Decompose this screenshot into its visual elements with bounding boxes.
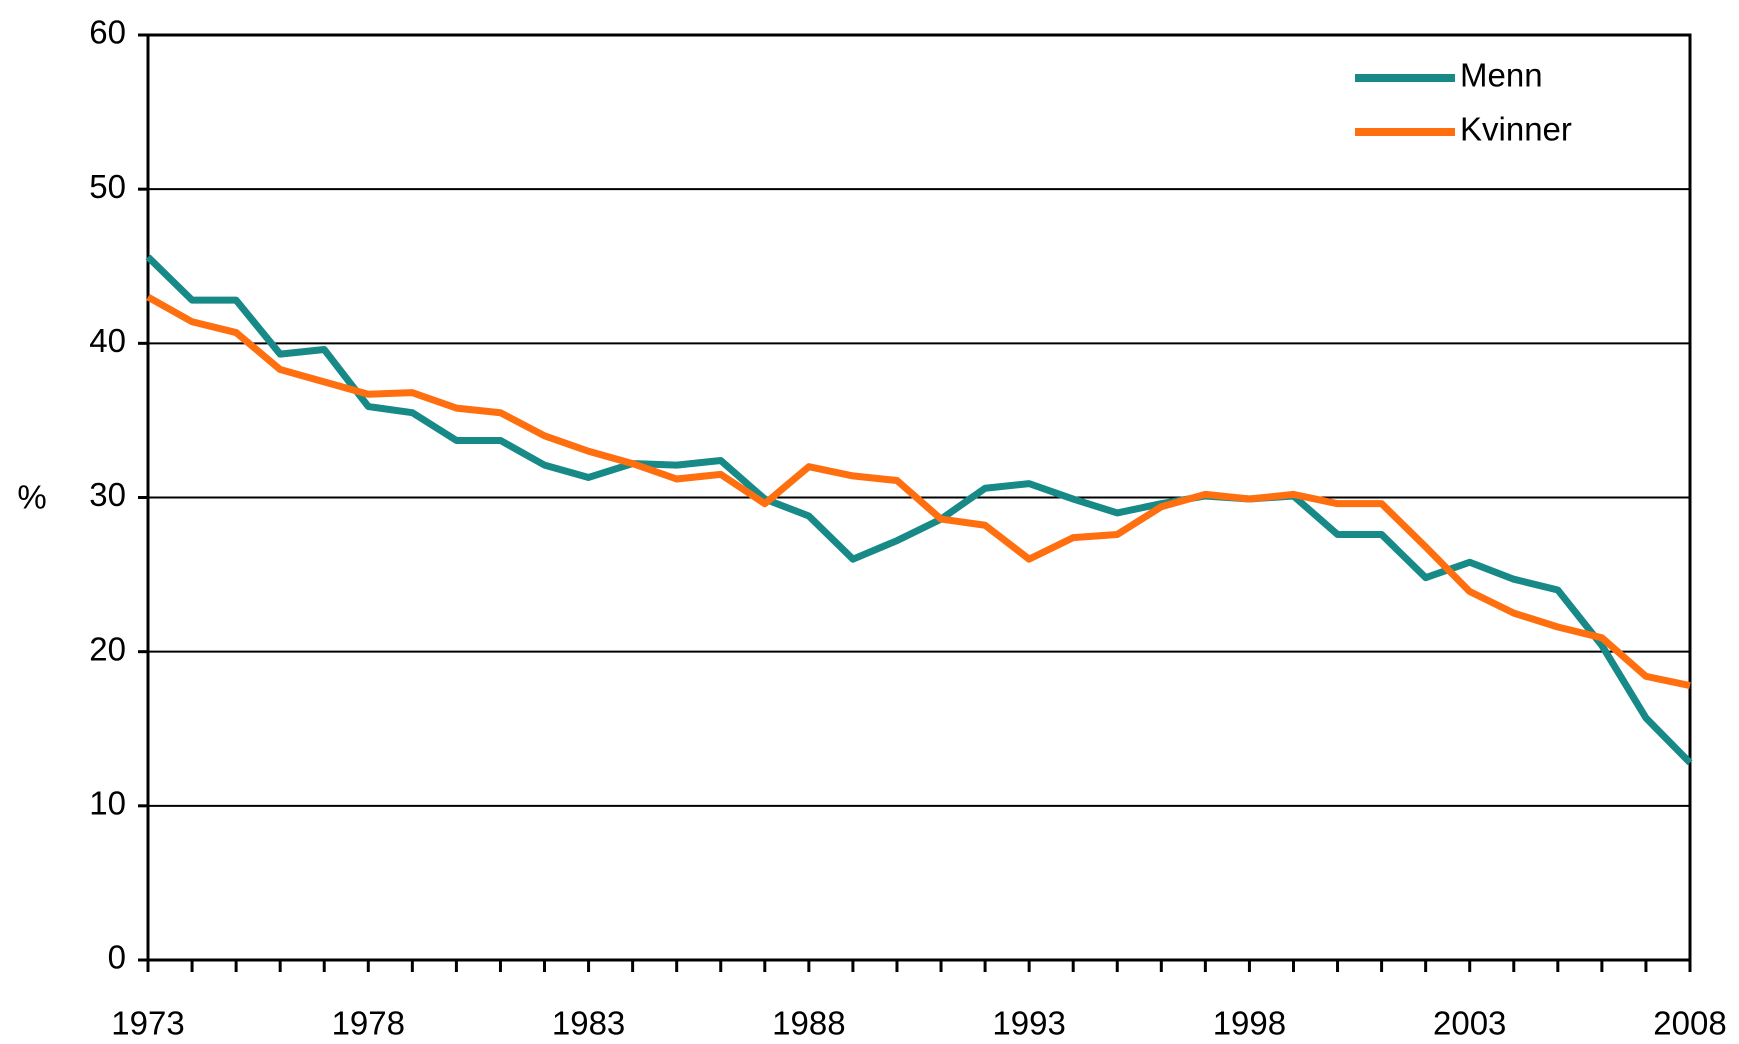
y-tick-label: 60 [89,14,126,51]
x-tick-label: 2008 [1653,1005,1726,1042]
x-tick-label: 1983 [552,1005,625,1042]
x-tick-label: 1993 [992,1005,1065,1042]
legend-label: Kvinner [1460,111,1572,148]
y-tick-label: 40 [89,322,126,359]
x-tick-label: 1973 [111,1005,184,1042]
y-tick-label: 30 [89,476,126,513]
line [146,294,1691,690]
y-tick-label: 50 [89,168,126,205]
y-tick-label: 10 [89,785,126,822]
legend-label: Menn [1460,57,1543,94]
plot-frame [146,33,1692,962]
y-axis-label: % [17,479,46,516]
x-tick-label: 1998 [1213,1005,1286,1042]
x-tick-label: 2003 [1433,1005,1506,1042]
y-tick-label: 20 [89,630,126,667]
y-tick-label: 0 [108,939,126,976]
x-tick-label: 1978 [332,1005,405,1042]
x-tick-label: 1988 [772,1005,845,1042]
line [145,254,1693,766]
